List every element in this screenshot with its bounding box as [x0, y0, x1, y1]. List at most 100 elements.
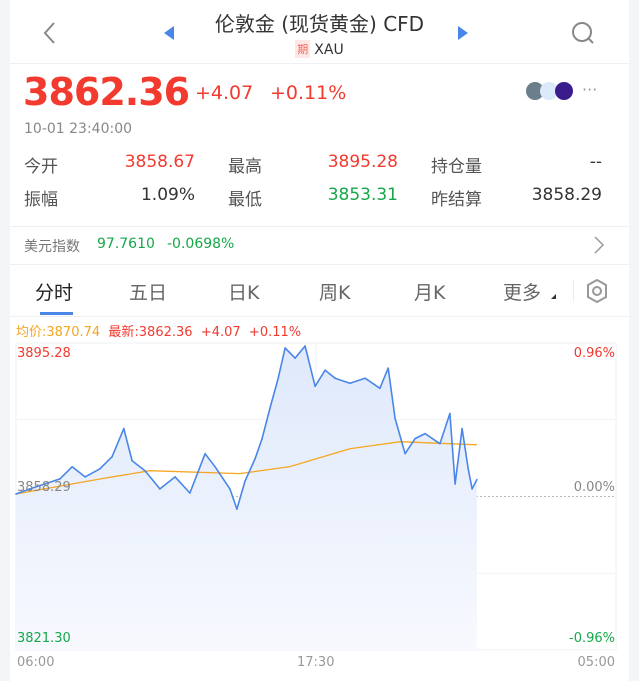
price-point	[123, 427, 125, 430]
price-point	[15, 493, 17, 495]
price-point	[236, 508, 238, 510]
page: 伦敦金 (现货黄金) CFD 期 XAU 3862.36 +4.07 +0.11%…	[10, 0, 629, 681]
tab-weekly-k[interactable]: 周K	[319, 282, 351, 304]
instrument-symbol: 期 XAU	[10, 40, 629, 58]
price-point	[449, 412, 451, 415]
price-point	[254, 457, 256, 460]
price-point	[467, 468, 469, 470]
price-point	[29, 488, 31, 490]
price-point	[294, 357, 296, 359]
stat-label: 昨结算	[431, 190, 482, 210]
divider	[10, 63, 629, 64]
tab-intraday[interactable]: 分时	[35, 282, 74, 304]
price-point	[174, 476, 176, 478]
quote-timestamp: 10-01 23:40:00	[24, 121, 133, 137]
divider	[573, 280, 574, 302]
price-line	[15, 345, 478, 510]
change-legend: +4.07	[200, 325, 241, 340]
stat-label: 最高	[228, 157, 262, 177]
avatar	[555, 82, 573, 100]
price-point	[414, 437, 416, 440]
stat-value: 3858.29	[531, 185, 602, 205]
price-point	[394, 417, 396, 420]
active-tab-indicator	[40, 312, 73, 315]
price-point	[454, 483, 456, 485]
y-pct-base: 0.00%	[573, 480, 615, 495]
price-point	[261, 437, 263, 440]
avg-price-line	[15, 441, 477, 495]
price-point	[277, 377, 279, 380]
stat-value: --	[589, 152, 602, 172]
previous-instrument-button[interactable]	[164, 26, 174, 40]
change-pct-legend: +0.11%	[248, 325, 302, 340]
price-point	[439, 442, 441, 445]
price-point	[159, 488, 161, 490]
futures-badge: 期	[295, 40, 311, 58]
related-index-row[interactable]: 美元指数 97.7610 -0.0698%	[10, 227, 629, 264]
last-price: 3862.36	[23, 70, 190, 114]
price-area	[16, 346, 477, 650]
price-point	[229, 488, 231, 490]
price-point	[387, 367, 389, 369]
stat-label: 持仓量	[431, 157, 482, 177]
symbol-code: XAU	[314, 42, 344, 58]
price-point	[424, 432, 426, 435]
price-point	[349, 382, 351, 385]
chart-legend: 均价:3870.74 最新:3862.36 +4.07 +0.11%	[16, 321, 301, 340]
price-point	[59, 478, 61, 480]
community-avatars[interactable]	[526, 82, 586, 102]
price-point	[404, 452, 406, 455]
price-point	[334, 377, 336, 380]
chevron-right-icon	[594, 236, 605, 254]
avg-price-legend: 均价:3870.74	[16, 325, 101, 340]
tab-monthly-k[interactable]: 月K	[414, 282, 446, 304]
search-icon	[572, 22, 594, 44]
price-point	[71, 465, 73, 468]
divider	[10, 226, 629, 227]
price-point	[471, 488, 473, 490]
divider	[10, 316, 629, 317]
price-point	[379, 387, 381, 390]
price-point	[304, 345, 306, 347]
related-index-value: 97.7610	[97, 236, 155, 252]
divider	[10, 264, 629, 265]
tab-more[interactable]: 更多	[503, 282, 542, 304]
back-button[interactable]	[38, 18, 62, 48]
stat-value: 3853.31	[327, 185, 398, 205]
stat-label: 今开	[24, 157, 58, 177]
price-point	[314, 385, 316, 388]
x-tick-end: 05:00	[577, 655, 615, 670]
price-point	[131, 459, 133, 462]
price-point	[84, 476, 86, 478]
avatar	[526, 82, 544, 100]
tab-five-day[interactable]: 五日	[129, 282, 168, 304]
chart-settings-icon[interactable]	[585, 278, 609, 304]
price-change-pct: +0.11%	[270, 82, 347, 104]
price-point	[324, 369, 326, 371]
price-change: +4.07	[195, 82, 254, 104]
y-label-bottom: 3821.30	[17, 631, 71, 646]
more-icon[interactable]: ···	[582, 80, 598, 99]
intraday-chart[interactable]	[10, 0, 629, 681]
y-pct-bottom: -0.96%	[569, 631, 615, 646]
tab-daily-k[interactable]: 日K	[228, 282, 260, 304]
instrument-title: 伦敦金 (现货黄金) CFD	[214, 12, 425, 36]
related-index-label: 美元指数	[24, 239, 80, 255]
price-point	[44, 483, 46, 485]
price-point	[144, 470, 146, 472]
stat-value: 3858.67	[124, 152, 195, 172]
price-point	[214, 465, 216, 468]
search-button[interactable]	[570, 20, 596, 50]
stat-value: 1.09%	[140, 185, 195, 205]
avatar	[540, 82, 558, 100]
related-index-change: -0.0698%	[167, 236, 235, 252]
price-point	[99, 468, 101, 470]
stat-value: 3895.28	[327, 152, 398, 172]
x-tick-start: 06:00	[17, 655, 55, 670]
price-point	[461, 427, 463, 430]
stat-label: 最低	[228, 190, 262, 210]
price-point	[476, 478, 478, 481]
price-point	[189, 492, 191, 494]
price-point	[244, 480, 246, 482]
next-instrument-button[interactable]	[458, 26, 468, 40]
